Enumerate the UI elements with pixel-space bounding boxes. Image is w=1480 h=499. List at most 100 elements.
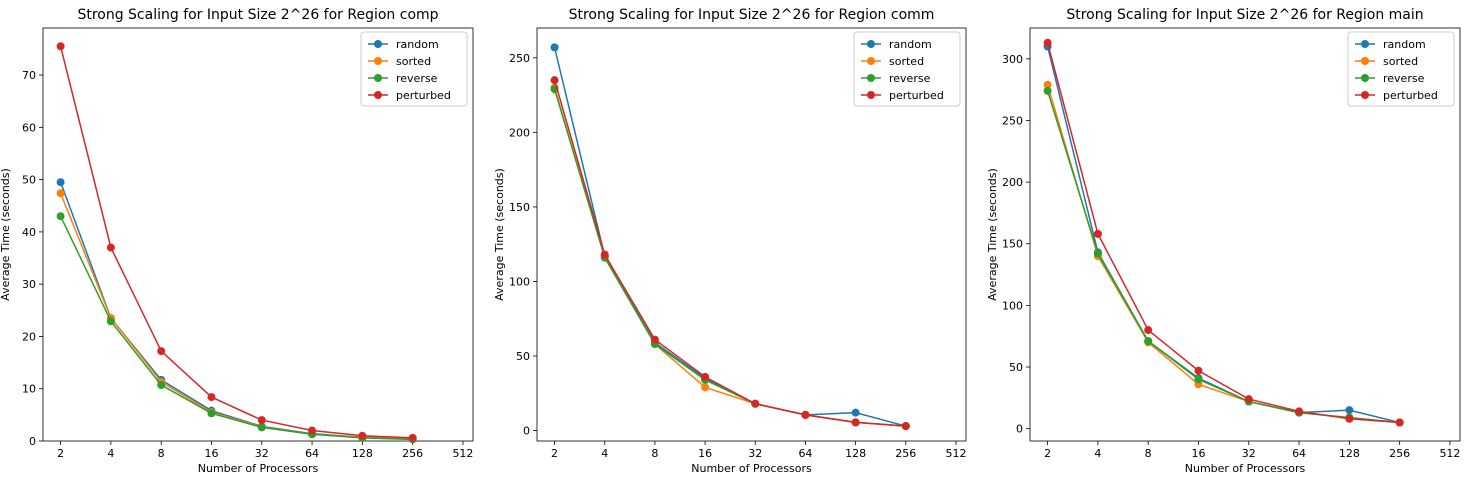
- data-point-perturbed: [358, 431, 367, 440]
- legend: random sorted reverse perturbed: [360, 31, 468, 107]
- data-point-perturbed: [1194, 366, 1203, 375]
- data-point-perturbed: [56, 42, 65, 51]
- legend-label: perturbed: [889, 89, 944, 102]
- x-tick-label: 128: [352, 447, 373, 460]
- y-tick-label: 50: [1009, 361, 1023, 374]
- data-point-reverse: [257, 423, 266, 432]
- data-point-perturbed: [1395, 418, 1404, 427]
- y-tick-label: 40: [22, 226, 36, 239]
- x-tick-label: 8: [651, 447, 658, 460]
- y-tick-label: 70: [22, 69, 36, 82]
- data-point-reverse: [56, 212, 65, 221]
- data-point-perturbed: [106, 243, 115, 252]
- chart-title: Strong Scaling for Input Size 2^26 for R…: [77, 7, 438, 23]
- y-axis-label: Average Time (seconds): [986, 168, 999, 301]
- legend-marker: [867, 91, 875, 99]
- legend-marker: [374, 74, 382, 82]
- x-tick-label: 2: [551, 447, 558, 460]
- x-tick-label: 64: [305, 447, 319, 460]
- data-point-reverse: [207, 409, 216, 418]
- x-tick-label: 256: [1389, 447, 1410, 460]
- x-tick-label: 4: [1094, 447, 1101, 460]
- y-tick-label: 100: [1002, 299, 1023, 312]
- y-tick-label: 60: [22, 121, 36, 134]
- x-axis-label: Number of Processors: [1185, 462, 1306, 475]
- y-tick-label: 0: [1016, 423, 1023, 436]
- legend-marker: [1361, 57, 1369, 65]
- x-tick-label: 32: [255, 447, 269, 460]
- data-point-random: [851, 408, 860, 417]
- data-point-reverse: [106, 317, 115, 326]
- legend-label: random: [889, 38, 932, 51]
- legend: random sorted reverse perturbed: [1347, 31, 1455, 107]
- axes-frame: [42, 27, 474, 442]
- data-point-perturbed: [650, 335, 659, 344]
- legend-label: reverse: [1383, 72, 1425, 85]
- y-tick-label: 10: [22, 383, 36, 396]
- x-tick-label: 512: [945, 447, 966, 460]
- legend-entry-reverse: reverse: [861, 72, 931, 85]
- y-axis-label: Average Time (seconds): [493, 168, 506, 301]
- x-tick-label: 8: [158, 447, 165, 460]
- data-point-sorted: [701, 383, 710, 392]
- legend-label: perturbed: [396, 89, 451, 102]
- legend: random sorted reverse perturbed: [853, 31, 961, 107]
- series-line-random: [59, 181, 413, 440]
- y-tick-label: 250: [1002, 114, 1023, 127]
- legend-entry-reverse: reverse: [368, 72, 438, 85]
- data-point-reverse: [1194, 375, 1203, 384]
- y-tick-label: 250: [509, 52, 530, 65]
- y-axis-label: Average Time (seconds): [0, 168, 12, 301]
- x-tick-label: 16: [698, 447, 712, 460]
- axes-frame: [1029, 27, 1461, 442]
- data-point-perturbed: [1345, 414, 1354, 423]
- y-tick-label: 200: [509, 126, 530, 139]
- legend-entry-perturbed: perturbed: [1355, 89, 1438, 102]
- legend-box: [360, 31, 468, 107]
- x-tick-label: 16: [204, 447, 218, 460]
- legend-entry-random: random: [368, 38, 439, 51]
- legend-box: [853, 31, 961, 107]
- x-tick-label: 256: [402, 447, 423, 460]
- legend-entry-sorted: sorted: [368, 55, 431, 68]
- legend-entry-perturbed: perturbed: [861, 89, 944, 102]
- y-tick-label: 0: [523, 425, 530, 438]
- series-line-perturbed: [553, 79, 906, 427]
- data-point-perturbed: [308, 426, 317, 435]
- data-point-reverse: [1093, 249, 1102, 258]
- x-tick-label: 256: [895, 447, 916, 460]
- data-point-sorted: [1043, 80, 1052, 89]
- chart-title: Strong Scaling for Input Size 2^26 for R…: [569, 7, 935, 23]
- y-tick-label: 20: [22, 330, 36, 343]
- data-point-perturbed: [1295, 407, 1304, 416]
- y-tick-label: 100: [509, 275, 530, 288]
- x-tick-label: 2: [1044, 447, 1051, 460]
- legend-label: reverse: [889, 72, 931, 85]
- data-point-perturbed: [550, 76, 559, 85]
- x-tick-label: 16: [1191, 447, 1205, 460]
- legend-marker: [867, 40, 875, 48]
- x-axis-label: Number of Processors: [691, 462, 812, 475]
- legend-entry-sorted: sorted: [1355, 55, 1418, 68]
- data-point-perturbed: [257, 416, 266, 425]
- y-tick-label: 30: [22, 278, 36, 291]
- legend-label: random: [1383, 38, 1426, 51]
- legend-marker: [374, 40, 382, 48]
- x-tick-label: 64: [798, 447, 812, 460]
- data-point-perturbed: [701, 372, 710, 381]
- legend-entry-random: random: [1355, 38, 1426, 51]
- y-tick-label: 0: [29, 435, 36, 448]
- y-tick-label: 300: [1002, 53, 1023, 66]
- chart-1: Strong Scaling for Input Size 2^26 for R…: [0, 7, 473, 475]
- data-point-perturbed: [207, 393, 216, 402]
- legend-label: sorted: [889, 55, 924, 68]
- data-point-perturbed: [600, 250, 609, 259]
- data-point-reverse: [157, 381, 166, 390]
- y-tick-label: 150: [509, 201, 530, 214]
- x-tick-label: 128: [1339, 447, 1360, 460]
- data-point-perturbed: [408, 433, 417, 442]
- legend-label: reverse: [396, 72, 438, 85]
- legend-label: sorted: [396, 55, 431, 68]
- x-tick-label: 32: [1242, 447, 1256, 460]
